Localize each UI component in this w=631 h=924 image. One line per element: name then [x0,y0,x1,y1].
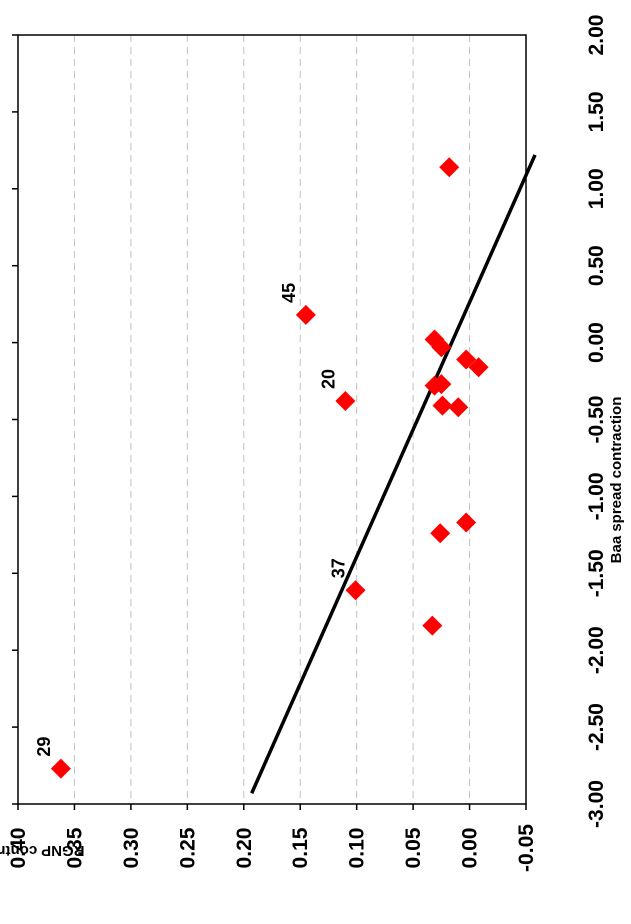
data-points [50,157,489,779]
data-point [50,758,71,779]
y-tick-label: 0.10 [346,828,369,869]
fit-line-group [250,154,537,794]
x-tick-label: 0.00 [585,322,608,363]
y-tick-label: 0.20 [233,828,256,869]
point-label: 29 [34,737,54,757]
y-tick-label: 0.35 [63,827,86,868]
data-point [424,329,445,350]
x-tick-label: 1.50 [585,91,608,132]
x-tick-label: 0.50 [585,245,608,286]
data-point [345,580,366,601]
plot-frame [17,34,527,805]
y-tick-label: 0.30 [120,828,143,869]
gridlines [73,35,471,804]
x-tick-label: -2.50 [585,703,608,751]
y-axis-ticks: -0.05 0.00 0.05 0.10 0.15 0.20 0.25 0.30 0.35 0.4… [7,804,538,872]
x-tick-label: -1.00 [585,472,608,520]
point-label: 20 [318,369,338,389]
data-point [448,397,469,418]
x-tick-label: -2.00 [585,626,608,674]
data-point [431,374,452,395]
y-tick-label: 0.25 [176,827,199,868]
data-point [439,157,460,178]
data-point [295,304,316,325]
data-point [430,523,451,544]
y-axis-title: RGNP contraction [0,842,84,859]
data-point [468,357,489,378]
data-point [456,512,477,533]
point-label: 45 [279,283,299,303]
x-tick-label: -0.50 [585,396,608,444]
point-labels: 29 37 20 45 [34,283,349,757]
y-tick-label: -0.05 [515,824,538,872]
x-tick-label: -3.00 [585,780,608,828]
regression-line [250,154,537,794]
y-tick-label: 0.15 [289,827,312,868]
x-axis-title: Baa spread contraction [608,397,625,564]
x-tick-label: 2.00 [585,15,608,56]
y-tick-label: 0.00 [459,828,482,869]
y-tick-label: 0.40 [7,828,30,869]
data-point [422,615,443,636]
data-point [335,391,356,412]
x-tick-label: 1.00 [585,168,608,209]
y-tick-label: 0.05 [402,827,425,868]
x-tick-label: -1.50 [585,549,608,597]
x-axis-ticks: -3.00 -2.50 -2.00 -1.50 -1.00 -0.50 0.00 0.50 1.… [12,15,608,828]
point-label: 37 [329,558,349,578]
data-point [432,395,453,416]
data-point [456,349,477,370]
